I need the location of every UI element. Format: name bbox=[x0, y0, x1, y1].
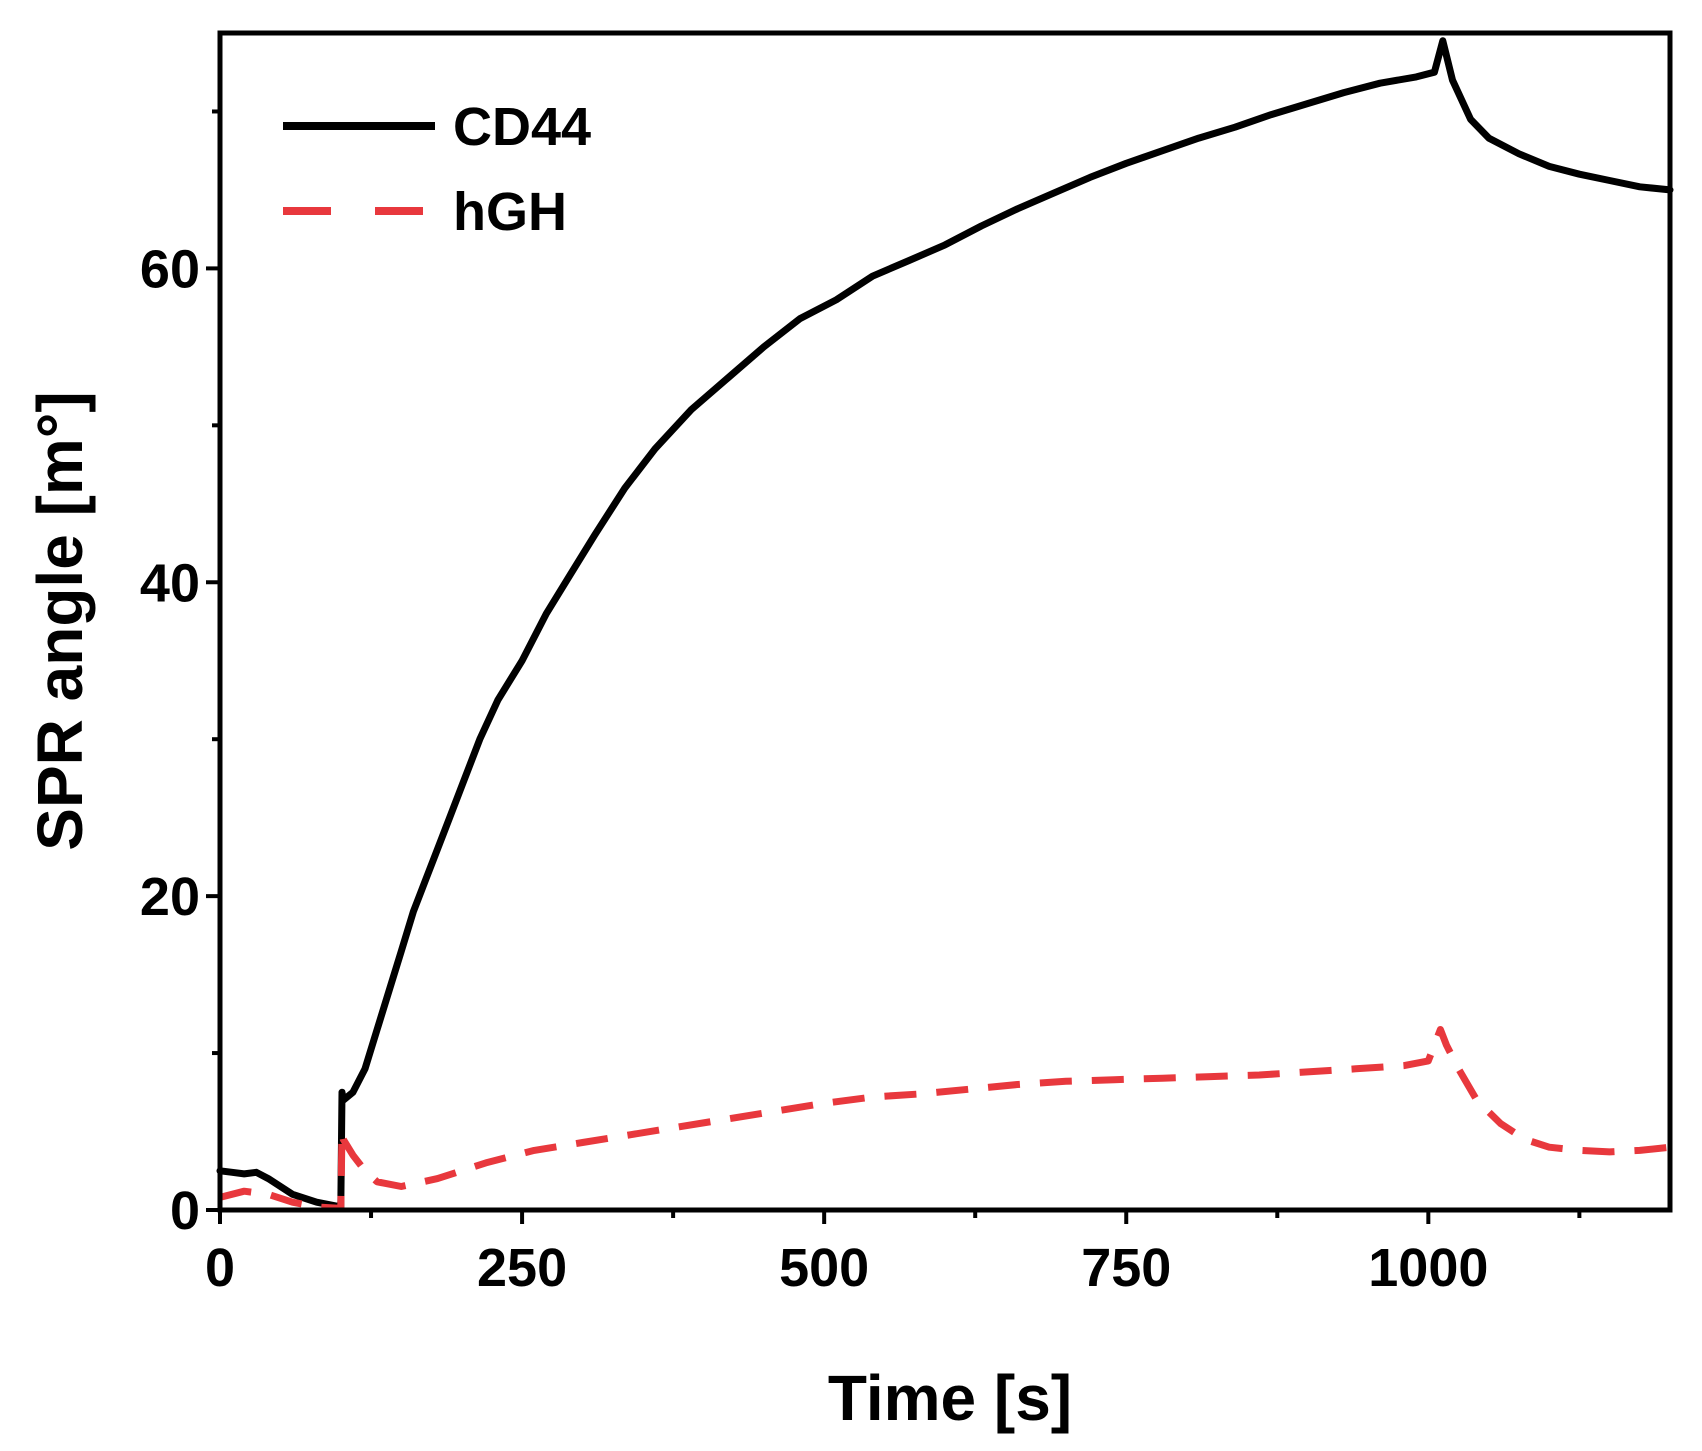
y-tick-label: 0 bbox=[170, 1181, 200, 1241]
x-tick-label: 0 bbox=[205, 1238, 235, 1298]
x-tick-label: 250 bbox=[477, 1238, 567, 1298]
series-line-hgh bbox=[219, 1026, 1671, 1212]
plot-frame bbox=[217, 30, 1673, 1213]
y-axis-title: SPR angle [m°] bbox=[24, 391, 96, 850]
plot-area bbox=[216, 37, 1674, 1212]
legend-label-cd44: CD44 bbox=[453, 97, 591, 157]
y-tick-label: 40 bbox=[140, 553, 200, 613]
legend: CD44 hGH bbox=[283, 97, 591, 242]
x-tick-label: 750 bbox=[1081, 1238, 1171, 1298]
y-tick-label: 20 bbox=[140, 867, 200, 927]
x-tick-label: 500 bbox=[779, 1238, 869, 1298]
legend-label-hgh: hGH bbox=[453, 182, 567, 242]
x-tick-label: 1000 bbox=[1368, 1238, 1488, 1298]
y-tick-label: 60 bbox=[140, 239, 200, 299]
x-axis-title: Time [s] bbox=[828, 1362, 1072, 1434]
series-line-cd44 bbox=[216, 37, 1674, 1211]
y-axis: 0 20 40 60 bbox=[140, 109, 220, 1241]
x-axis: 0 250 500 750 1000 bbox=[205, 1210, 1582, 1298]
